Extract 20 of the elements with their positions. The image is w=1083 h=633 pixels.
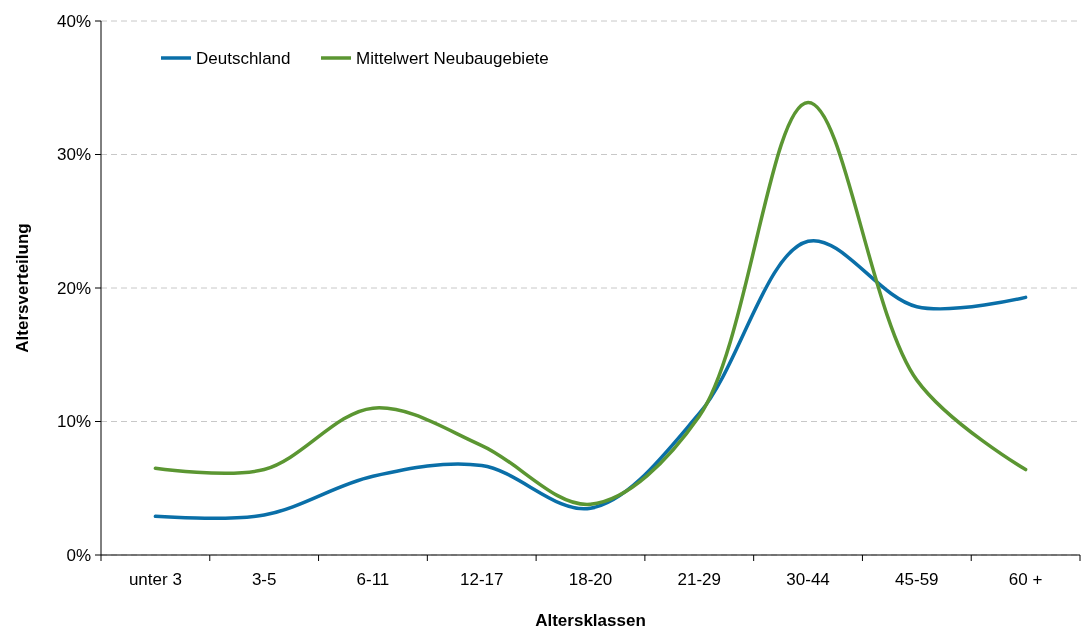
x-tick-label: 6-11 [356,570,390,589]
y-tick-label: 0% [66,545,91,565]
y-tick-label: 30% [56,145,91,165]
x-tick-label: 21-29 [677,570,722,589]
y-axis-title: Altersverteilung [13,223,32,353]
x-tick-label: 45-59 [895,570,939,589]
y-tick-label: 40% [56,11,91,31]
x-axis-title: Altersklassen [535,611,646,630]
x-tick-label: 30-44 [786,570,830,589]
x-tick-label: 18-20 [568,570,613,589]
x-tick-label: 12-17 [459,570,504,589]
y-tick-label: 20% [56,278,91,298]
legend-label: Deutschland [196,48,291,68]
x-tick-label: 60 + [1008,570,1043,589]
x-tick-label: 3-5 [251,570,277,589]
line-series [153,100,1028,507]
line-series [153,239,1028,520]
x-tick-label: unter 3 [128,570,182,589]
y-tick-label: 10% [56,412,91,432]
legend-label: Mittelwert Neubaugebiete [356,48,549,68]
